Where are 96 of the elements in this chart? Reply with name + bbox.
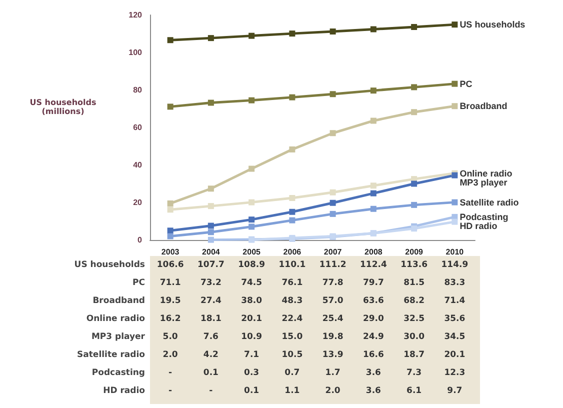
data-label: 22.4 <box>282 314 303 324</box>
series-label: HD radio <box>460 220 498 231</box>
data-label: 34.5 <box>444 332 466 342</box>
text: Podcasting <box>92 368 145 378</box>
data-label: 110.1 <box>278 260 306 270</box>
data-label: 0.1 <box>244 386 260 396</box>
data-label: 113.6 <box>400 260 428 270</box>
data-label: 73.2 <box>200 278 222 288</box>
series-label: Podcasting <box>460 212 508 222</box>
data-label: 112.4 <box>360 260 387 270</box>
y-tick-label: 0 <box>138 236 143 244</box>
data-label: 68.2 <box>404 296 425 306</box>
data-label: 25.4 <box>322 314 344 324</box>
data-label: 106.6 <box>156 260 184 270</box>
data-label: 12.3 <box>444 368 466 378</box>
x-tick-label: 2006 <box>283 248 302 256</box>
data-label: 6.1 <box>406 386 422 396</box>
text: Broadband <box>92 296 145 306</box>
data-label: 35.6 <box>444 314 466 324</box>
data-label: 2.0 <box>162 350 178 360</box>
data-label: 30.0 <box>404 332 425 342</box>
data-label: 20.1 <box>241 314 262 324</box>
text: PC <box>132 278 145 288</box>
data-label: 19.5 <box>160 296 181 306</box>
data-label: 79.7 <box>362 278 384 288</box>
y-tick-label: 40 <box>133 160 143 170</box>
data-label: 107.7 <box>197 260 224 270</box>
data-label: 111.2 <box>319 260 346 270</box>
x-tick-label: 2010 <box>446 248 464 256</box>
series-label: US households <box>460 20 526 30</box>
data-label: 48.3 <box>282 296 303 306</box>
data-label: 77.8 <box>322 278 344 288</box>
series-label: Satellite radio <box>460 197 520 208</box>
data-label: 0.7 <box>284 368 300 378</box>
x-tick-label: 2004 <box>202 248 220 256</box>
data-label: 18.1 <box>200 314 222 324</box>
text: - <box>168 386 172 396</box>
data-label: 10.9 <box>241 332 262 342</box>
data-label: 76.1 <box>282 278 303 288</box>
data-label: 16.2 <box>160 314 181 324</box>
data-label: 24.9 <box>362 332 384 342</box>
data-label: 5.0 <box>162 332 178 342</box>
data-label: 0.1 <box>203 368 218 378</box>
data-label: 13.9 <box>322 350 344 360</box>
data-label: 108.9 <box>238 260 266 270</box>
data-label: 57.0 <box>322 296 344 306</box>
y-tick-label: 60 <box>133 123 143 132</box>
data-label: 27.4 <box>200 296 222 306</box>
series-label: MP3 player <box>460 177 508 188</box>
y-tick-label: 120 <box>128 10 143 20</box>
data-label: 74.5 <box>241 278 262 288</box>
text: - <box>168 368 172 378</box>
y-tick-label: 100 <box>128 48 143 57</box>
data-label: 19.8 <box>322 332 344 342</box>
text: Online radio <box>86 314 145 324</box>
text: HD radio <box>103 386 145 396</box>
data-label: 63.6 <box>362 296 384 306</box>
y-tick-label: 80 <box>133 86 143 94</box>
text: - <box>209 386 213 396</box>
data-label: 29.0 <box>362 314 384 324</box>
y-axis-title: US households (millions) <box>28 98 98 116</box>
data-label: 71.1 <box>160 278 181 288</box>
data-label: 15.0 <box>282 332 303 342</box>
series-label: Broadband <box>460 101 508 112</box>
x-tick-label: 2005 <box>242 248 262 256</box>
data-label: 38.0 <box>241 296 262 306</box>
x-tick-label: 2008 <box>364 248 383 256</box>
data-label: 7.3 <box>406 368 422 378</box>
text: Satellite radio <box>77 350 145 360</box>
data-label: 71.4 <box>444 296 466 306</box>
data-label: 81.5 <box>404 278 425 288</box>
data-label: 4.2 <box>203 350 218 360</box>
data-label: 83.3 <box>444 278 466 288</box>
data-label: 1.1 <box>284 386 300 396</box>
x-tick-label: 2007 <box>324 248 342 256</box>
x-tick-label: 2003 <box>161 248 180 256</box>
data-label: 7.6 <box>203 332 218 342</box>
data-label: 7.1 <box>244 350 260 360</box>
data-label: 9.7 <box>447 386 462 396</box>
text: MP3 player <box>91 332 145 342</box>
data-label: 3.6 <box>366 386 381 396</box>
text: US households <box>74 260 145 270</box>
x-tick-label: 2009 <box>405 248 424 256</box>
data-label: 16.6 <box>362 350 384 360</box>
data-label: 1.7 <box>325 368 340 378</box>
series-label: Online radio <box>460 168 513 178</box>
data-label: 18.7 <box>404 350 425 360</box>
data-label: 2.0 <box>325 386 340 396</box>
data-label: 114.9 <box>441 260 468 270</box>
series-label: PC <box>460 78 473 89</box>
data-label: 32.5 <box>404 314 425 324</box>
data-label: 3.6 <box>366 368 381 378</box>
y-tick-label: 20 <box>133 198 143 207</box>
data-label: 10.5 <box>282 350 303 360</box>
data-label: 0.3 <box>244 368 260 378</box>
data-label: 20.1 <box>444 350 466 360</box>
